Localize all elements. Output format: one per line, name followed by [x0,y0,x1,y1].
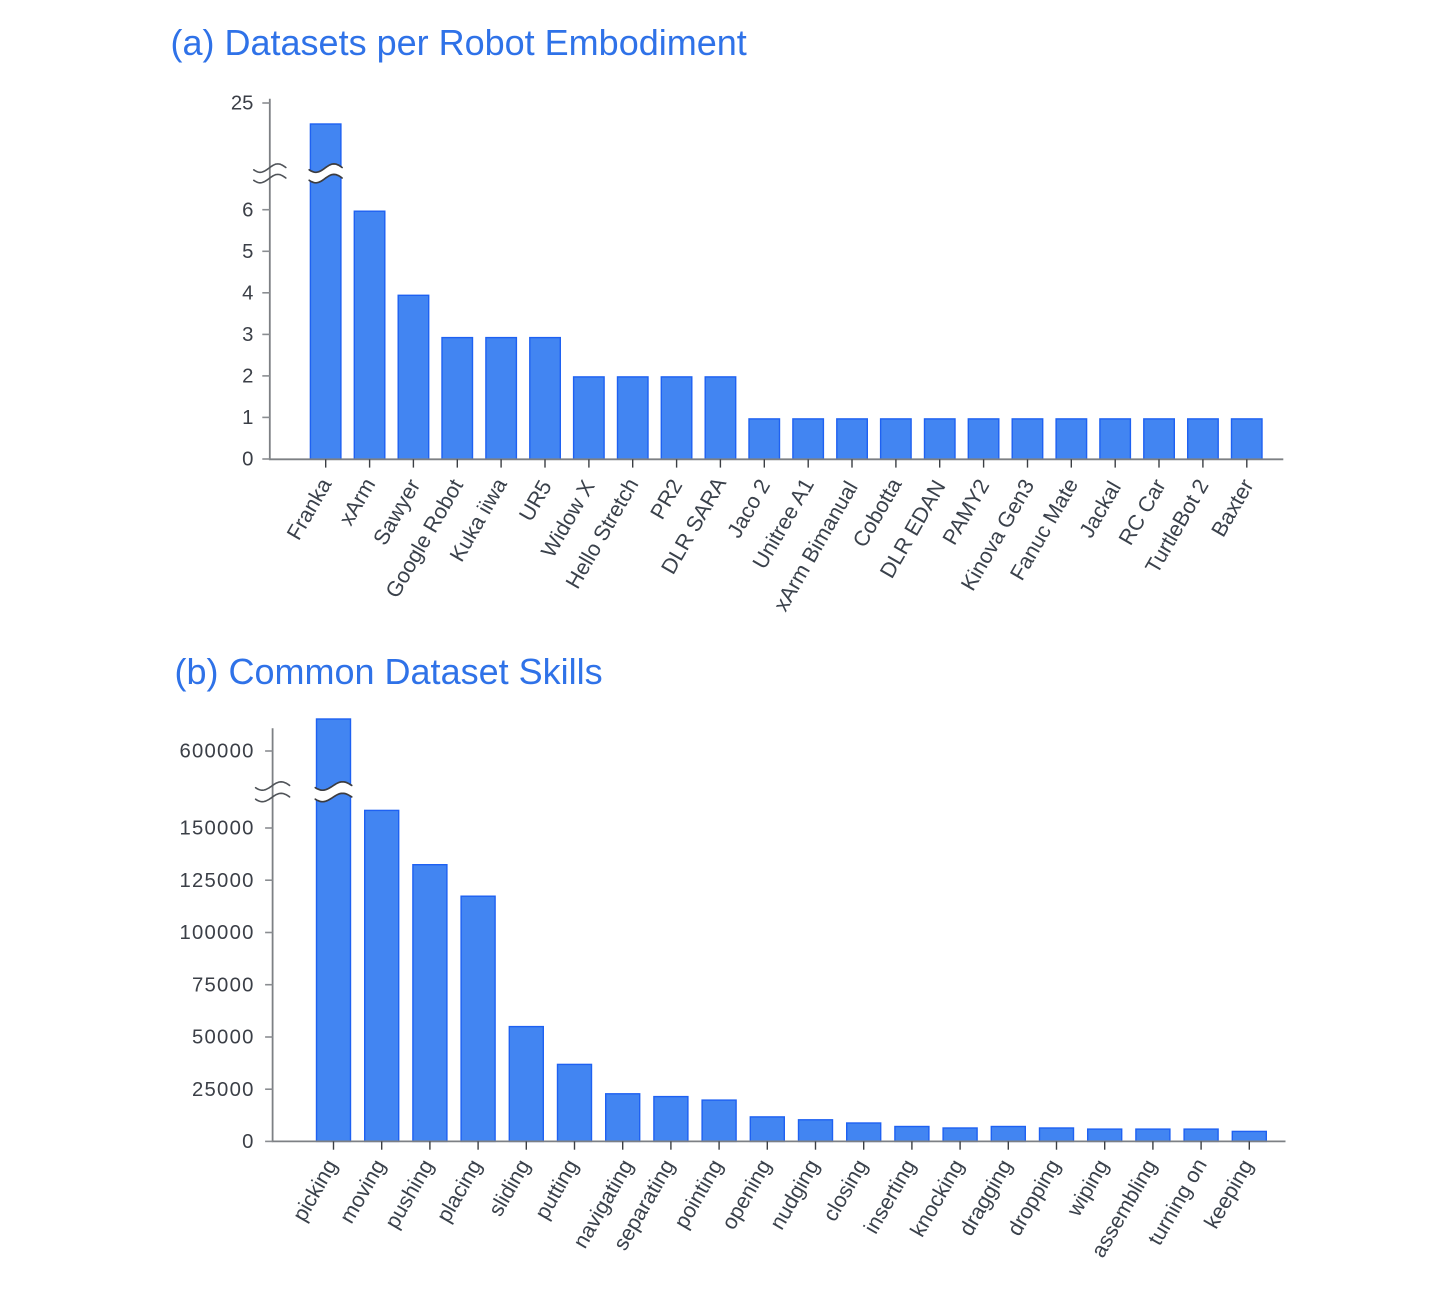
svg-text:1: 1 [242,407,253,429]
svg-text:75000: 75000 [192,974,255,996]
svg-text:150000: 150000 [179,818,254,840]
svg-text:50000: 50000 [192,1027,255,1049]
svg-text:4: 4 [242,283,253,305]
svg-text:(a) Datasets per Robot Embodim: (a) Datasets per Robot Embodiment [171,22,747,63]
svg-text:125000: 125000 [179,870,254,892]
svg-text:600000: 600000 [179,741,254,763]
svg-text:100000: 100000 [179,922,254,944]
svg-text:25: 25 [231,93,254,115]
svg-text:5: 5 [242,241,253,263]
svg-text:0: 0 [242,1131,255,1153]
svg-text:25000: 25000 [192,1079,255,1101]
svg-text:2: 2 [242,366,253,388]
svg-text:0: 0 [242,449,253,471]
svg-text:6: 6 [242,199,253,221]
svg-text:3: 3 [242,324,253,346]
svg-text:(b) Common Dataset Skills: (b) Common Dataset Skills [175,651,603,692]
